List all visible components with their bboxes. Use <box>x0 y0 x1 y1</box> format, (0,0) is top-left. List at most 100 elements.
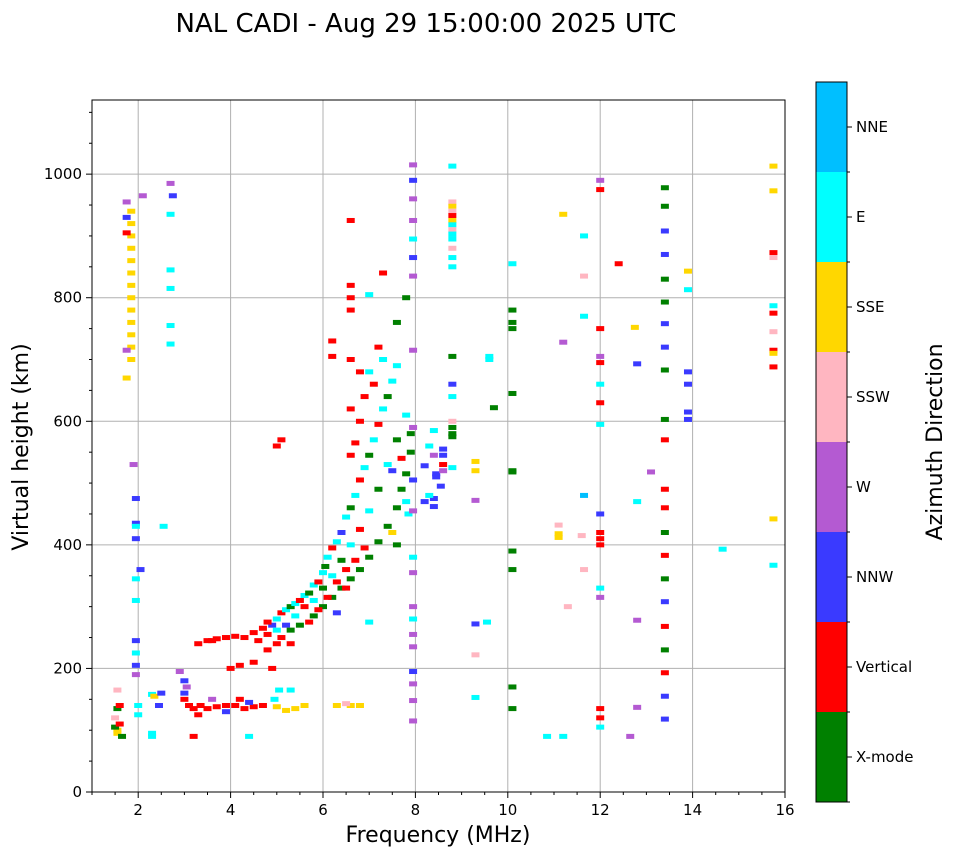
data-point <box>127 295 136 301</box>
data-point <box>660 716 669 722</box>
data-point <box>489 405 498 411</box>
data-point <box>683 409 692 415</box>
data-point <box>346 406 355 412</box>
data-point <box>136 567 145 573</box>
data-point <box>342 567 351 573</box>
data-point <box>159 523 168 529</box>
data-point <box>221 703 230 708</box>
x-tick-label: 4 <box>226 801 236 819</box>
data-point <box>596 530 605 535</box>
data-point <box>660 437 669 443</box>
data-point <box>235 696 244 702</box>
data-point <box>355 703 364 708</box>
data-point <box>508 706 517 712</box>
data-point <box>131 638 140 644</box>
data-point <box>383 394 392 400</box>
data-point <box>508 548 517 554</box>
data-point <box>660 416 669 422</box>
data-point <box>392 363 401 369</box>
data-point <box>388 530 397 535</box>
data-point <box>660 552 669 558</box>
data-point <box>379 406 388 412</box>
data-point <box>559 733 568 739</box>
data-point <box>127 332 136 338</box>
data-point <box>226 665 235 671</box>
data-point <box>429 428 438 434</box>
data-point <box>166 180 175 186</box>
data-point <box>660 367 669 373</box>
data-point <box>346 282 355 288</box>
x-tick-label: 10 <box>498 801 517 819</box>
data-point <box>439 468 448 474</box>
data-point <box>660 670 669 676</box>
data-point <box>286 604 295 610</box>
data-point <box>180 690 189 696</box>
data-point <box>272 616 281 622</box>
data-point <box>596 706 605 712</box>
data-point <box>660 251 669 257</box>
plot-background <box>92 100 785 792</box>
data-point <box>439 462 448 468</box>
y-tick-label: 1000 <box>44 165 82 183</box>
data-point <box>718 546 727 552</box>
data-point <box>388 468 397 474</box>
colorbar-segment <box>816 712 847 802</box>
data-point <box>596 353 605 359</box>
data-point <box>660 344 669 350</box>
data-point <box>360 394 369 400</box>
data-point <box>554 534 563 540</box>
grid-lines <box>92 100 786 793</box>
data-point <box>321 563 330 569</box>
y-axis-label: Virtual height (km) <box>9 343 34 550</box>
data-point <box>113 706 122 712</box>
data-point <box>633 617 642 623</box>
data-point <box>580 313 589 319</box>
data-point <box>272 443 281 449</box>
data-point <box>660 505 669 511</box>
data-point <box>122 375 131 381</box>
data-point <box>365 292 374 298</box>
data-point <box>328 573 337 579</box>
colorbar-segment <box>816 82 847 172</box>
data-point <box>409 631 418 637</box>
data-point <box>508 261 517 267</box>
y-tick-label: 400 <box>53 536 82 554</box>
data-point <box>131 662 140 668</box>
data-point <box>305 590 314 596</box>
data-point <box>286 641 295 647</box>
data-point <box>180 678 189 684</box>
data-point <box>769 347 778 353</box>
data-point <box>291 601 300 607</box>
data-point <box>448 222 457 228</box>
colorbar-label: X-mode <box>856 748 913 766</box>
data-point <box>388 378 397 384</box>
data-point <box>626 733 635 739</box>
data-point <box>166 267 175 273</box>
data-point <box>633 499 642 505</box>
data-point <box>127 282 136 288</box>
data-point <box>332 579 341 585</box>
data-point <box>254 638 263 644</box>
data-point <box>439 446 448 452</box>
data-point <box>633 361 642 367</box>
data-point <box>471 468 480 474</box>
data-point <box>409 255 418 261</box>
data-point <box>272 627 281 633</box>
colorbar-label: SSE <box>856 298 885 316</box>
data-point <box>409 616 418 622</box>
data-point <box>346 307 355 313</box>
data-point <box>374 539 383 545</box>
data-point <box>111 715 120 721</box>
data-point <box>392 505 401 511</box>
data-point <box>346 505 355 511</box>
data-points <box>111 162 778 739</box>
data-point <box>471 497 480 503</box>
data-point <box>351 492 360 498</box>
data-point <box>369 381 378 387</box>
data-point <box>508 307 517 313</box>
data-point <box>409 273 418 279</box>
data-point <box>111 724 120 730</box>
colorbar-segment <box>816 622 847 712</box>
data-point <box>127 319 136 325</box>
data-point <box>131 520 140 526</box>
